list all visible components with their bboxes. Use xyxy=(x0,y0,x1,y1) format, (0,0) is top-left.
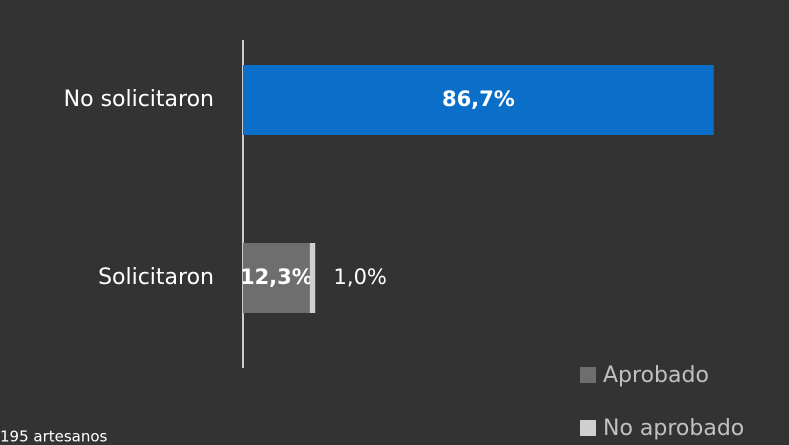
bar-segment xyxy=(243,243,310,313)
data-label: 86,7% xyxy=(442,87,515,111)
category-label: No solicitaron xyxy=(64,87,214,112)
legend-label: No aprobado xyxy=(603,416,744,441)
data-label: 1,0% xyxy=(334,265,387,289)
data-label: 12,3% xyxy=(240,265,313,289)
legend-swatch xyxy=(580,420,596,436)
legend-swatch xyxy=(580,367,596,383)
bar-segment xyxy=(309,243,316,313)
bar-segment xyxy=(243,65,714,135)
footnote: 195 artesanos xyxy=(0,428,108,445)
legend-label: Aprobado xyxy=(603,363,709,388)
category-label: Solicitaron xyxy=(98,265,214,290)
